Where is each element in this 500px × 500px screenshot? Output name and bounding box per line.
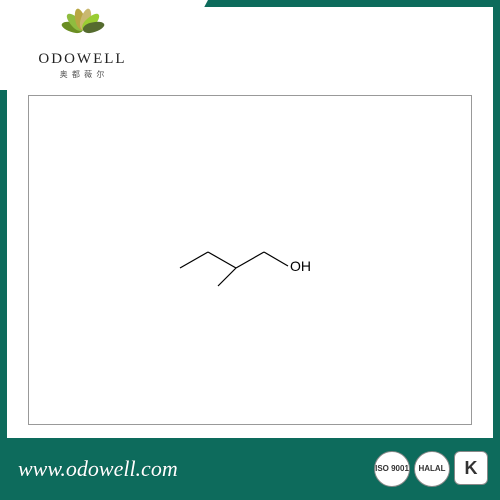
certification-badges: ISO 9001HALALK [374, 451, 488, 487]
bond-line [208, 252, 236, 268]
bond-line [180, 252, 208, 268]
iso-badge: ISO 9001 [374, 451, 410, 487]
content-frame: OH [28, 95, 472, 425]
halal-badge: HALAL [414, 451, 450, 487]
brand-subtitle: 奥 都 薇 尔 [60, 69, 106, 80]
bond-line [236, 252, 264, 268]
chemical-structure: OH [170, 220, 330, 300]
website-url[interactable]: www.odowell.com [18, 456, 374, 482]
kosher-badge: K [454, 451, 488, 485]
brand-logo: ODOWELL 奥 都 薇 尔 [0, 0, 165, 90]
logo-diagonal-cut [160, 0, 208, 90]
bond-line [264, 252, 288, 266]
footer-bar: www.odowell.com ISO 9001HALALK [0, 438, 500, 500]
brand-name: ODOWELL [38, 51, 126, 68]
oh-label: OH [290, 258, 311, 274]
flower-icon [59, 11, 107, 49]
bond-line [218, 268, 236, 286]
